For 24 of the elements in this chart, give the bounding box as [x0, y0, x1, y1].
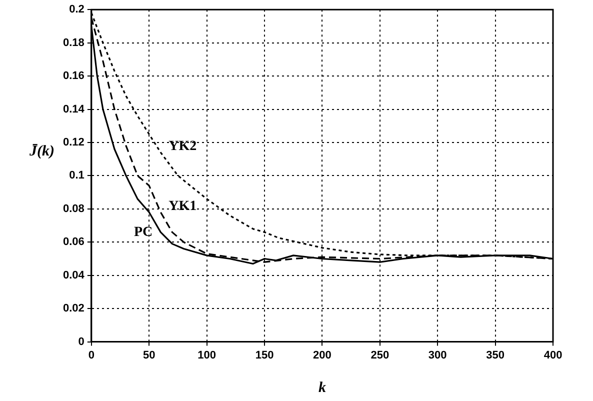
x-tick-label: 350	[486, 349, 504, 362]
x-tick-label: 300	[428, 349, 447, 362]
x-tick-label: 250	[370, 349, 390, 362]
y-tick-label: 0.06	[62, 236, 84, 248]
y-tick-label: 0.2	[69, 4, 84, 16]
x-tick-label: 50	[142, 349, 156, 362]
y-tick-label: 0.02	[62, 302, 84, 315]
y-tick-label: 0.08	[62, 202, 84, 215]
x-tick-label: 150	[255, 349, 274, 362]
x-tick-label: 100	[198, 349, 216, 362]
x-tick-label: 400	[544, 349, 562, 362]
y-tick-label: 0.12	[62, 136, 84, 149]
x-tick-label: 0	[88, 349, 94, 362]
y-tick-label: 0.16	[62, 70, 84, 82]
y-tick-label: 0.1	[69, 170, 84, 182]
y-tick-label: 0	[78, 336, 84, 348]
series-label: YK2	[168, 139, 197, 154]
series-label: PC	[134, 224, 153, 240]
y-tick-label: 0.14	[62, 103, 86, 116]
y-tick-label: 0.18	[62, 36, 84, 49]
x-axis-title: k	[318, 380, 326, 396]
x-tick-label: 200	[313, 349, 332, 362]
y-tick-label: 0.04	[62, 269, 86, 282]
y-axis-title: J̄(k)	[28, 143, 54, 160]
